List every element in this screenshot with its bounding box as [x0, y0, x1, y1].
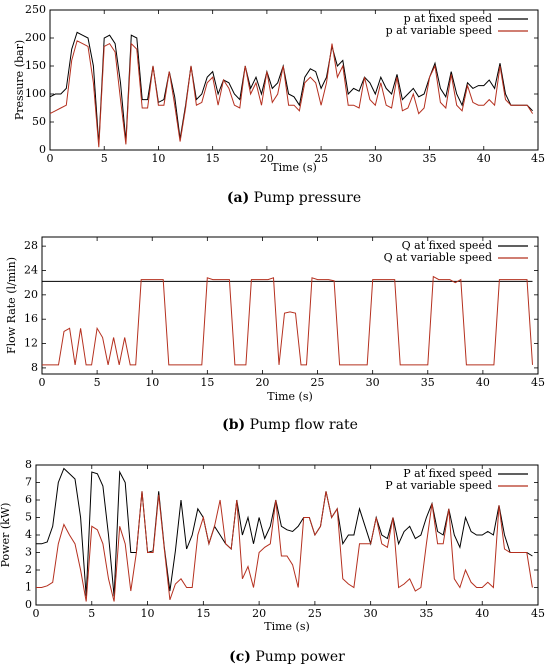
y-tick-label: 150 [25, 59, 46, 72]
y-tick-label: 1 [25, 581, 32, 594]
y-tick-label: 20 [24, 288, 38, 301]
x-tick-label: 10 [151, 152, 165, 165]
x-tick-label: 30 [364, 607, 378, 620]
x-tick-label: 0 [47, 152, 54, 165]
x-tick-label: 10 [145, 376, 159, 389]
x-tick-label: 5 [94, 376, 101, 389]
y-tick-label: 100 [25, 87, 46, 100]
y-tick-label: 16 [24, 312, 38, 325]
caption-label: (c) [229, 649, 251, 665]
legend-label: p at fixed speed [404, 12, 492, 25]
x-tick-label: 15 [200, 376, 214, 389]
caption-label: (b) [222, 417, 245, 433]
x-tick-label: 25 [314, 152, 328, 165]
y-tick-label: 3 [25, 546, 32, 559]
x-tick-label: 20 [260, 152, 274, 165]
y-tick-label: 4 [25, 528, 32, 541]
plot-frame [41, 236, 539, 375]
y-tick-label: 250 [25, 3, 46, 16]
series-line [49, 31, 533, 145]
legend-label: Q at variable speed [384, 251, 492, 264]
y-axis-label: Power (kW) [0, 503, 12, 568]
x-tick-label: 0 [39, 376, 46, 389]
y-tick-label: 50 [32, 115, 46, 128]
caption-label: (a) [227, 190, 249, 206]
x-tick-label: 25 [311, 376, 325, 389]
x-tick-label: 30 [368, 152, 382, 165]
plot-frame [49, 9, 539, 151]
legend-label: p at variable speed [386, 24, 492, 37]
y-tick-label: 200 [25, 31, 46, 44]
x-tick-label: 35 [419, 607, 433, 620]
x-tick-label: 15 [206, 152, 220, 165]
y-tick-label: 7 [25, 476, 32, 489]
y-tick-label: 0 [25, 598, 32, 611]
y-tick-label: 2 [25, 563, 32, 576]
x-tick-label: 45 [531, 376, 545, 389]
y-tick-label: 12 [24, 337, 38, 350]
x-tick-label: 25 [308, 607, 322, 620]
caption-text: Pump flow rate [250, 417, 358, 433]
x-tick-label: 35 [421, 376, 435, 389]
series-line [36, 467, 533, 597]
y-tick-label: 0 [39, 143, 46, 156]
x-axis-label: Time (s) [264, 620, 310, 633]
y-axis-label: Flow Rate (l/min) [5, 257, 18, 354]
x-tick-label: 20 [252, 607, 266, 620]
x-tick-label: 40 [475, 607, 489, 620]
x-tick-label: 35 [423, 152, 437, 165]
x-tick-label: 15 [196, 607, 210, 620]
x-tick-label: 10 [141, 607, 155, 620]
x-tick-label: 45 [531, 152, 545, 165]
x-tick-label: 40 [477, 152, 491, 165]
x-tick-label: 30 [366, 376, 380, 389]
y-tick-label: 8 [25, 458, 32, 471]
legend-label: P at fixed speed [403, 467, 492, 480]
x-tick-label: 40 [476, 376, 490, 389]
y-tick-label: 5 [25, 511, 32, 524]
x-tick-label: 0 [33, 607, 40, 620]
y-tick-label: 28 [24, 239, 38, 252]
series-line [49, 40, 534, 148]
y-axis-label: Pressure (bar) [13, 40, 26, 120]
legend-label: Q at fixed speed [402, 239, 492, 252]
caption: (a) Pump pressure [227, 190, 361, 206]
x-axis-label: Time (s) [271, 161, 317, 174]
x-tick-label: 45 [531, 607, 545, 620]
x-tick-label: 20 [255, 376, 269, 389]
x-tick-label: 5 [101, 152, 108, 165]
series-line [36, 491, 533, 602]
y-tick-label: 24 [24, 263, 38, 276]
x-axis-label: Time (s) [267, 390, 313, 403]
legend-label: P at variable speed [385, 479, 492, 492]
caption: (b) Pump flow rate [222, 417, 358, 433]
y-tick-label: 8 [31, 361, 38, 374]
caption: (c) Pump power [229, 649, 345, 665]
x-tick-label: 5 [88, 607, 95, 620]
caption-text: Pump pressure [254, 190, 361, 206]
caption-text: Pump power [255, 649, 345, 665]
series-line [42, 275, 533, 366]
y-tick-label: 6 [25, 493, 32, 506]
